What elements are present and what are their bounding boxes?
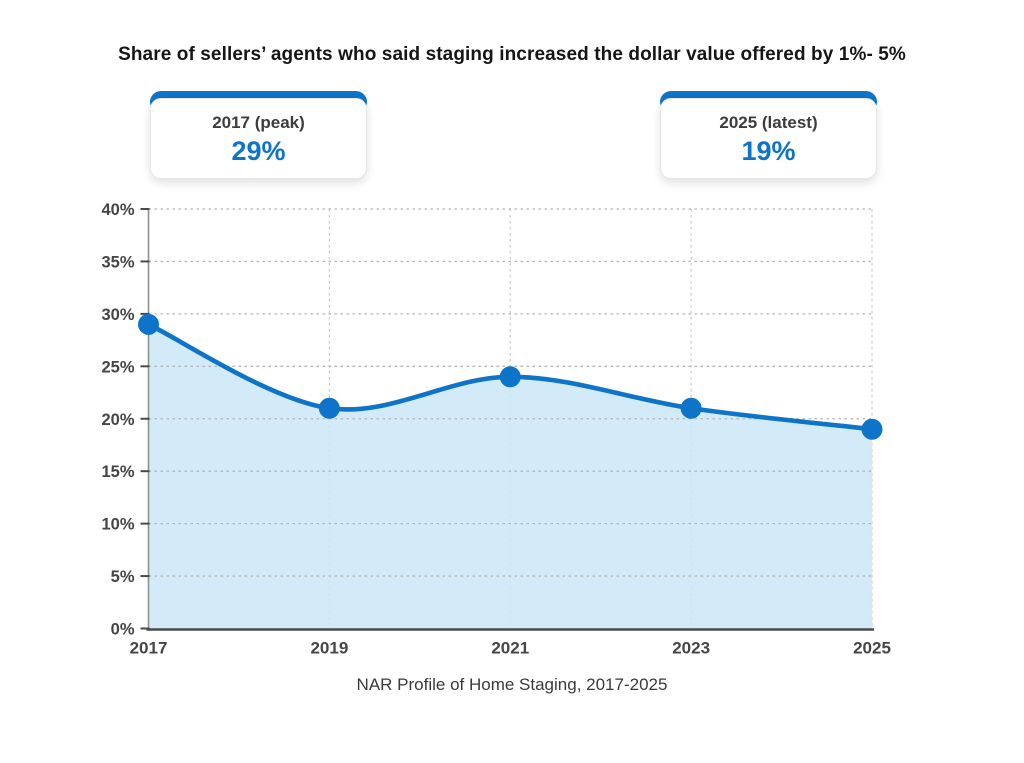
card-latest-label: 2025 (latest): [719, 112, 818, 132]
y-tick-label: 25%: [101, 358, 134, 376]
page-title: Share of sellers’ agents who said stagin…: [118, 44, 906, 65]
source-caption: NAR Profile of Home Staging, 2017-2025: [356, 675, 668, 694]
x-tick-label: 2019: [310, 639, 348, 658]
data-point-2019: [318, 397, 340, 419]
x-tick-label: 2023: [672, 639, 710, 658]
area-fill: [148, 324, 872, 629]
x-tick-label: 2021: [491, 639, 529, 658]
x-tick-label: 2025: [853, 639, 891, 658]
y-tick-label: 40%: [101, 201, 134, 219]
y-tick-label: 10%: [101, 516, 134, 534]
y-tick-label: 15%: [101, 463, 134, 481]
y-tick-label: 5%: [111, 568, 135, 586]
y-tick-label: 0%: [111, 621, 135, 639]
card-latest-value: 19%: [741, 135, 796, 166]
card-body: 2025 (latest) 19%: [660, 98, 877, 179]
y-tick-label: 35%: [101, 253, 134, 271]
callout-card-latest: 2025 (latest) 19%: [660, 91, 877, 179]
callout-card-peak: 2017 (peak) 29%: [150, 91, 367, 179]
card-body: 2017 (peak) 29%: [150, 98, 367, 179]
card-peak-value: 29%: [231, 135, 286, 166]
data-point-2025: [861, 418, 883, 440]
data-point-2023: [680, 397, 702, 419]
x-tick-label: 2017: [130, 639, 168, 658]
y-tick-label: 30%: [101, 306, 134, 324]
card-peak-label: 2017 (peak): [212, 112, 305, 132]
data-point-2021: [499, 366, 521, 388]
data-point-2017: [138, 313, 159, 335]
y-tick-label: 20%: [101, 411, 134, 429]
